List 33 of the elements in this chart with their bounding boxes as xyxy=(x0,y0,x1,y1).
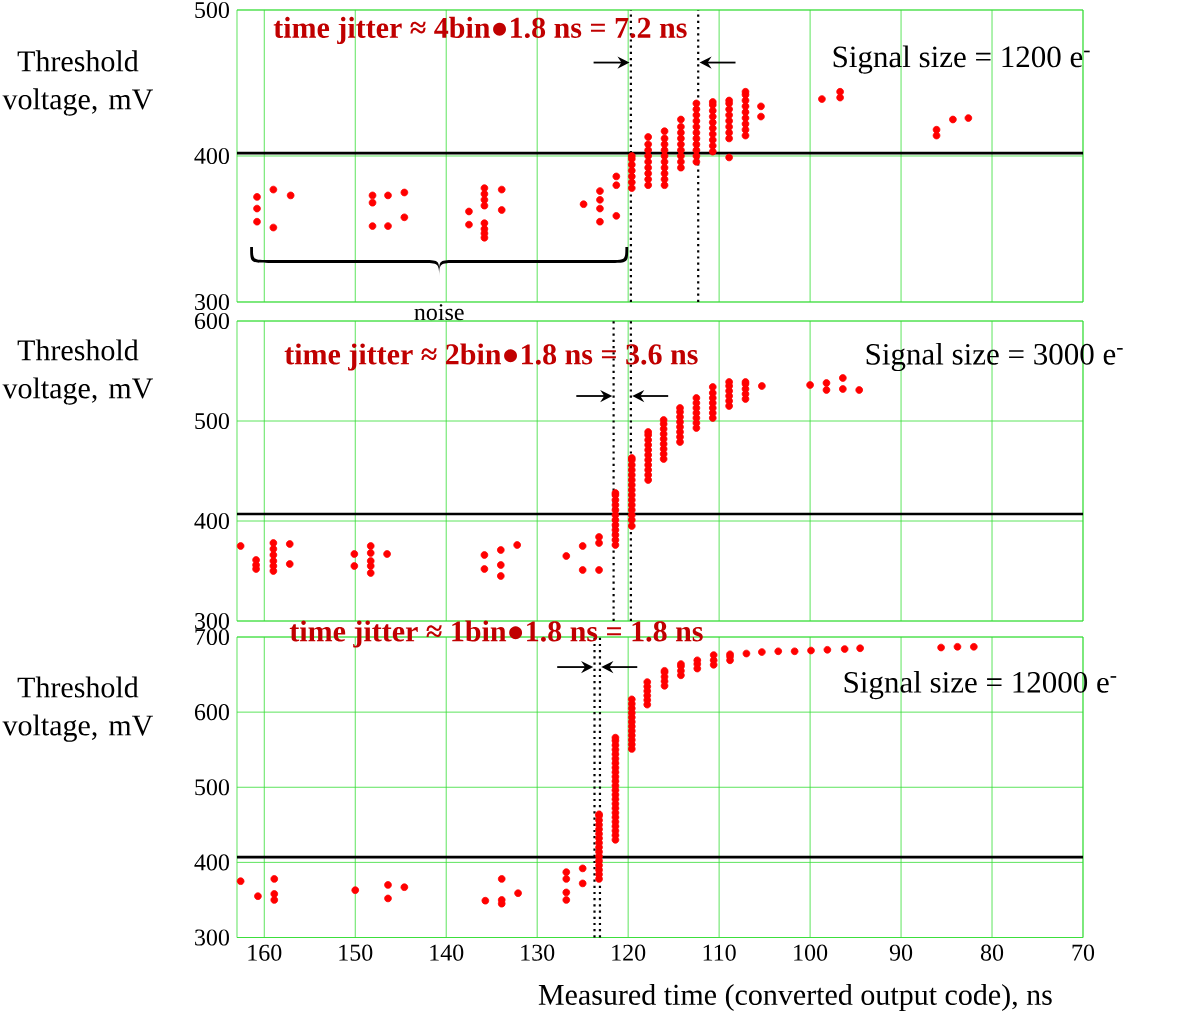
y-tick-label: 700 xyxy=(195,628,229,646)
y-axis-title: Threshold voltage, mV xyxy=(2,50,153,116)
y-tick-label: 600 xyxy=(194,312,229,330)
y-tick-label: 600 xyxy=(194,704,229,721)
y-tick-label: 400 xyxy=(194,147,229,165)
annotation: Signal size = 1200 e$^{-}$ xyxy=(833,45,1090,74)
x-tick-label: 80 xyxy=(980,944,1004,961)
y-axis-title: Threshold voltage, mV xyxy=(2,339,153,405)
annotation: time jitter ≈ 4bin●1.8 ns = 7.2 ns xyxy=(273,16,687,45)
y-tick-label: 500 xyxy=(195,779,229,796)
x-tick-label: 70 xyxy=(1072,944,1095,961)
y-tick-label: 500 xyxy=(195,412,229,430)
y-tick-label: 500 xyxy=(195,1,229,19)
x-tick-label: 160 xyxy=(248,944,282,961)
x-tick-label: 130 xyxy=(521,944,555,961)
x-tick-label: 140 xyxy=(430,944,464,961)
text: noise xyxy=(414,304,464,321)
x-tick-label: 110 xyxy=(703,944,736,961)
y-tick-label: 300 xyxy=(195,929,229,946)
x-tick-label: 150 xyxy=(339,944,373,961)
y-tick-label: 300 xyxy=(195,293,229,311)
y-tick-label: 300 xyxy=(195,612,229,630)
y-tick-label: 400 xyxy=(194,512,229,530)
x-tick-label: 120 xyxy=(612,944,646,961)
annotation: time jitter ≈ 2bin●1.8 ns = 3.6 ns xyxy=(284,343,698,371)
y-tick-label: 400 xyxy=(194,854,229,871)
annotation: Signal size = 12000 e$^{-}$ xyxy=(844,670,1117,700)
x-tick-label: 100 xyxy=(794,944,828,961)
x-axis-title: Measured time (converted output code), ns xyxy=(538,983,1052,1012)
annotation: Signal size = 3000 e$^{-}$ xyxy=(866,342,1123,372)
annotation: time jitter ≈ 1bin●1.8 ns = 1.8 ns xyxy=(289,620,703,648)
y-axis-title: Threshold voltage, mV xyxy=(2,676,153,742)
x-tick-label: 90 xyxy=(889,944,913,961)
